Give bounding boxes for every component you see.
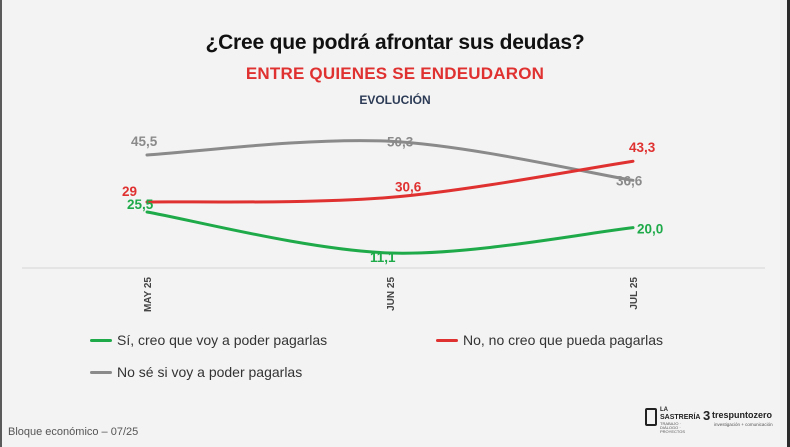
sastreria-line3: TRABAJO · DIÁLOGO · PROYECTOS [660,421,686,434]
data-label: 45,5 [131,134,158,149]
series-line [145,210,635,255]
legend-swatch-nose [90,370,112,374]
legend-item-no: No, no creo que pueda pagarlas [436,332,663,348]
legend-label-si: Sí, creo que voy a poder pagarlas [117,332,328,348]
chart-title: ¿Cree que podrá afrontar sus deudas? [205,31,585,54]
x-tick-label: JUN 25 [386,277,397,311]
chart-subsubtitle: EVOLUCIÓN [359,93,431,107]
data-label: 36,6 [616,173,643,188]
data-label: 29 [122,184,137,199]
x-tick-label: MAY 25 [143,277,154,312]
legend-swatch-no [436,338,458,342]
series-line [145,139,635,182]
data-label: 11,1 [370,250,396,265]
sastreria-line1: LA [660,407,668,413]
sastreria-mark-icon [645,408,657,426]
trespuntozero-glyph: 3 [703,408,711,423]
sastreria-line2: SASTRERÍA [660,414,701,421]
trespuntozero-tag: investigación + comunicación [714,422,773,427]
chart-subtitle: ENTRE QUIENES SE ENDEUDARON [245,64,545,83]
trespuntozero-name: trespuntozero [712,410,773,420]
legend-item-si: Sí, creo que voy a poder pagarlas [90,332,327,348]
data-label: 25,5 [127,197,154,212]
left-edge [0,0,2,447]
legend-label-no: No, no creo que pueda pagarlas [463,332,664,348]
data-label: 50,3 [387,134,414,149]
legend-item-nose: No sé si voy a poder pagarlas [90,364,302,380]
data-label: 30,6 [395,179,422,194]
legend-swatch-si [90,338,112,342]
series-line [145,159,635,204]
right-edge [787,0,790,447]
legend-label-nose: No sé si voy a poder pagarlas [117,364,303,380]
data-label: 20,0 [637,222,663,237]
la-sastreria-logo: LA SASTRERÍA TRABAJO · DIÁLOGO · PROYECT… [645,406,700,434]
x-tick-label: JUL 25 [629,277,640,310]
trespuntozero-logo: 3 trespuntozero investigación + comunica… [703,408,783,430]
data-label: 43,3 [629,140,656,155]
chart-legend: Sí, creo que voy a poder pagarlas No, no… [88,330,728,390]
footer-text: Bloque económico – 07/25 [8,426,139,438]
